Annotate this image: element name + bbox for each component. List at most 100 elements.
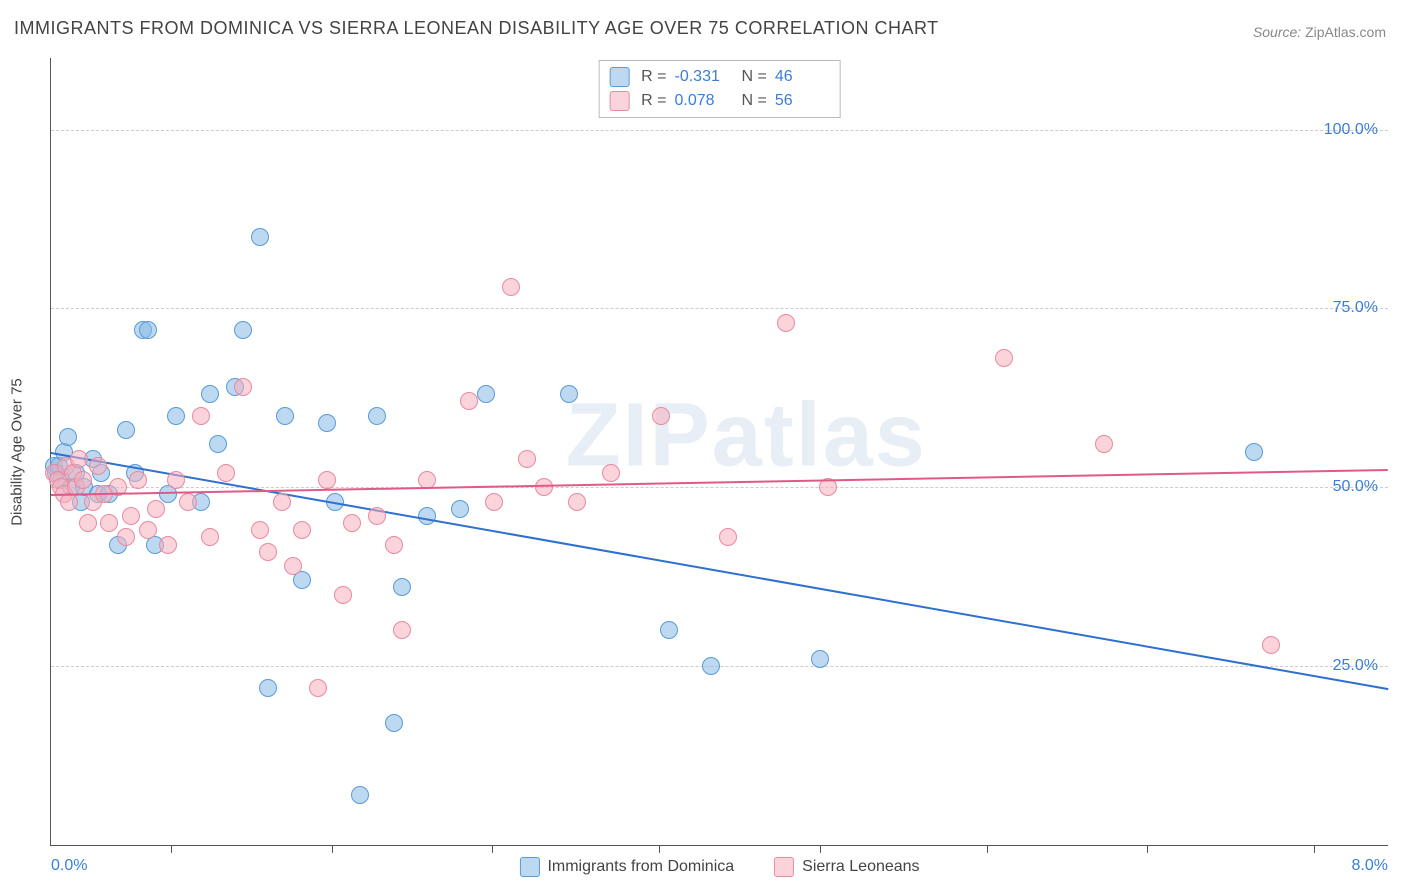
y-tick-label: 75.0% — [1333, 299, 1378, 317]
data-point — [179, 493, 197, 511]
data-point — [139, 521, 157, 539]
data-point — [393, 578, 411, 596]
data-point — [368, 407, 386, 425]
data-point — [89, 457, 107, 475]
x-tick — [659, 845, 660, 853]
gridline — [51, 130, 1388, 131]
correlation-legend: R = -0.331 N = 46 R = 0.078 N = 56 — [598, 60, 841, 118]
data-point — [159, 536, 177, 554]
r-value-1: -0.331 — [675, 68, 730, 86]
y-tick-label: 50.0% — [1333, 478, 1378, 496]
data-point — [167, 471, 185, 489]
data-point — [318, 471, 336, 489]
n-label-1: N = — [742, 68, 767, 86]
data-point — [418, 507, 436, 525]
chart-container: IMMIGRANTS FROM DOMINICA VS SIERRA LEONE… — [0, 0, 1406, 892]
data-point — [995, 349, 1013, 367]
source-value: ZipAtlas.com — [1305, 24, 1386, 40]
data-point — [293, 521, 311, 539]
x-tick — [1147, 845, 1148, 853]
data-point — [485, 493, 503, 511]
chart-title: IMMIGRANTS FROM DOMINICA VS SIERRA LEONE… — [14, 18, 939, 39]
data-point — [719, 528, 737, 546]
data-point — [477, 385, 495, 403]
data-point — [70, 450, 88, 468]
legend-row-series1: R = -0.331 N = 46 — [609, 65, 830, 89]
data-point — [117, 528, 135, 546]
data-point — [451, 500, 469, 518]
x-tick — [820, 845, 821, 853]
source-attribution: Source: ZipAtlas.com — [1253, 24, 1386, 40]
n-label-2: N = — [742, 92, 767, 110]
data-point — [460, 392, 478, 410]
data-point — [318, 414, 336, 432]
swatch-series2-bottom — [774, 857, 794, 877]
data-point — [234, 321, 252, 339]
data-point — [1262, 636, 1280, 654]
swatch-series1 — [609, 67, 629, 87]
data-point — [560, 385, 578, 403]
series-legend: Immigrants from Dominica Sierra Leoneans — [519, 857, 919, 877]
data-point — [251, 228, 269, 246]
x-max-label: 8.0% — [1352, 857, 1388, 875]
data-point — [201, 385, 219, 403]
data-point — [518, 450, 536, 468]
data-point — [259, 543, 277, 561]
data-point — [351, 786, 369, 804]
x-tick — [171, 845, 172, 853]
data-point — [385, 714, 403, 732]
data-point — [385, 536, 403, 554]
n-value-2: 56 — [775, 92, 830, 110]
swatch-series2 — [609, 91, 629, 111]
data-point — [79, 514, 97, 532]
data-point — [234, 378, 252, 396]
data-point — [59, 428, 77, 446]
data-point — [777, 314, 795, 332]
source-label: Source: — [1253, 24, 1301, 40]
data-point — [568, 493, 586, 511]
legend-row-series2: R = 0.078 N = 56 — [609, 89, 830, 113]
n-value-1: 46 — [775, 68, 830, 86]
data-point — [811, 650, 829, 668]
x-tick — [987, 845, 988, 853]
y-tick-label: 25.0% — [1333, 657, 1378, 675]
data-point — [147, 500, 165, 518]
data-point — [273, 493, 291, 511]
data-point — [251, 521, 269, 539]
data-point — [276, 407, 294, 425]
data-point — [139, 321, 157, 339]
data-point — [660, 621, 678, 639]
y-tick-label: 100.0% — [1324, 121, 1378, 139]
data-point — [100, 514, 118, 532]
swatch-series1-bottom — [519, 857, 539, 877]
data-point — [167, 407, 185, 425]
data-point — [1095, 435, 1113, 453]
data-point — [122, 507, 140, 525]
data-point — [284, 557, 302, 575]
data-point — [201, 528, 219, 546]
data-point — [702, 657, 720, 675]
y-axis-title: Disability Age Over 75 — [9, 378, 26, 526]
data-point — [217, 464, 235, 482]
data-point — [368, 507, 386, 525]
x-tick — [492, 845, 493, 853]
trend-line — [51, 469, 1388, 496]
data-point — [502, 278, 520, 296]
data-point — [209, 435, 227, 453]
gridline — [51, 308, 1388, 309]
legend-item-series2: Sierra Leoneans — [774, 857, 919, 877]
x-tick — [332, 845, 333, 853]
data-point — [192, 407, 210, 425]
data-point — [117, 421, 135, 439]
data-point — [259, 679, 277, 697]
data-point — [652, 407, 670, 425]
data-point — [602, 464, 620, 482]
legend-item-series1: Immigrants from Dominica — [519, 857, 734, 877]
data-point — [129, 471, 147, 489]
x-min-label: 0.0% — [51, 857, 87, 875]
x-tick — [1314, 845, 1315, 853]
data-point — [74, 471, 92, 489]
plot-area: Disability Age Over 75 ZIPatlas R = -0.3… — [50, 58, 1388, 846]
data-point — [1245, 443, 1263, 461]
series2-name: Sierra Leoneans — [802, 858, 919, 876]
